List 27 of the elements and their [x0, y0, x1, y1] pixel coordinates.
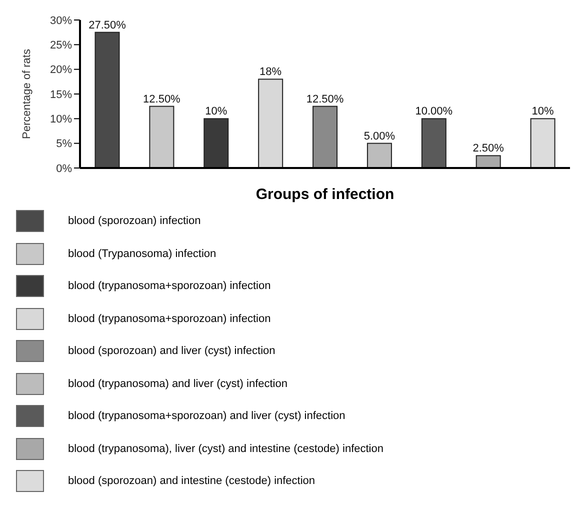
data-label: 10% — [532, 106, 554, 118]
data-label: 27.50% — [88, 19, 126, 32]
data-label: 10.00% — [415, 106, 453, 118]
y-tick-label: 30% — [50, 14, 72, 27]
data-label: 12.50% — [143, 93, 181, 106]
y-tick-label: 10% — [50, 114, 72, 126]
legend-label: blood (trypanosoma+sporozoan) infection — [68, 312, 271, 325]
data-label: 10% — [205, 106, 228, 118]
legend-label: blood (trypanosoma) and liver (cyst) infection — [68, 378, 288, 390]
y-tick-label: 15% — [50, 88, 72, 101]
y-axis-title: Percentage of rats — [20, 48, 33, 139]
legend-label: blood (sporozoan) and intestine (cestode) infection — [68, 475, 316, 488]
y-tick-label: 20% — [50, 64, 72, 76]
x-axis-title: Groups of infection — [254, 186, 396, 203]
legend-label: blood (trypanosoma), liver (cyst) and intestine (cestode) infection — [68, 442, 384, 455]
legend-label: blood (trypanosoma+sporozoan) infection — [68, 280, 271, 292]
y-tick-label: 25% — [50, 40, 72, 52]
legend-label: blood (trypanosoma+sporozoan) and liver (cyst) infection — [68, 410, 346, 422]
y-tick-label: 0% — [56, 162, 72, 175]
data-label: 2.50% — [472, 142, 504, 155]
data-label: 12.50% — [306, 93, 344, 106]
y-tick-label: 5% — [56, 138, 72, 150]
data-label: 5.00% — [364, 130, 396, 142]
legend-label: blood (sporozoan) and liver (cyst) infection — [68, 345, 276, 358]
legend-label: blood (Trypanosoma) infection — [68, 248, 216, 260]
data-label: 18% — [260, 66, 282, 78]
legend-label: blood (sporozoan) infection — [68, 215, 201, 228]
